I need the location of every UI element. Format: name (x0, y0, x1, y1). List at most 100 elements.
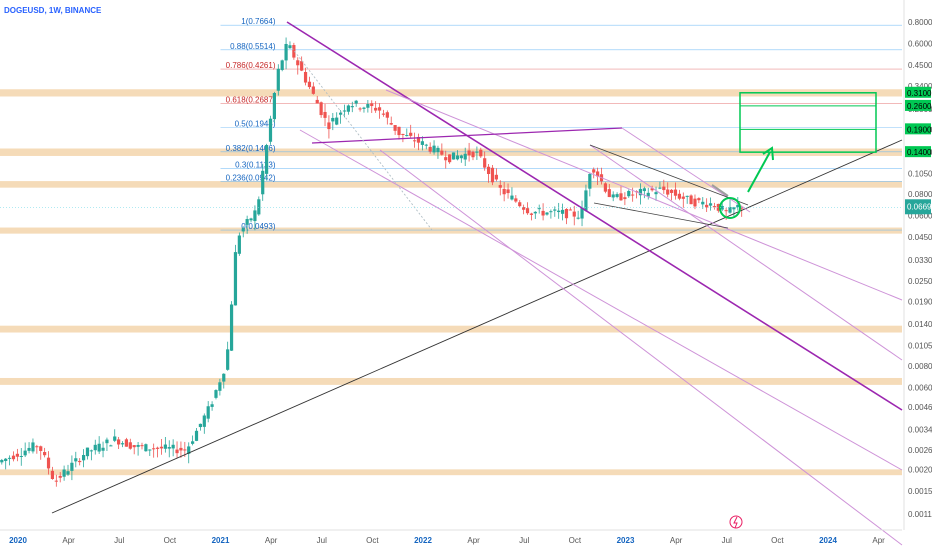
candle-body (615, 194, 619, 197)
candle-body (502, 188, 506, 195)
price-bubble[interactable] (905, 99, 931, 111)
wedge-upper[interactable] (589, 144, 749, 206)
symbol-title[interactable]: DOGEUSD, 1W, BINANCE (4, 6, 102, 15)
candle-body (412, 140, 417, 142)
x-tick-label: Apr (62, 536, 75, 545)
lightning-icon[interactable] (729, 515, 743, 529)
descending-channel-upper[interactable] (385, 89, 903, 301)
y-tick-label: 0.0060 (908, 383, 932, 392)
candle-body (409, 132, 413, 136)
candle-body (397, 126, 401, 136)
resistance-line[interactable] (311, 127, 623, 144)
candle-body (97, 443, 101, 452)
support-zone[interactable] (0, 89, 902, 97)
candle-body (642, 188, 646, 192)
candle-body (113, 436, 117, 441)
support-zone[interactable] (0, 469, 902, 476)
x-tick-label: Apr (265, 536, 278, 545)
breakout-circle[interactable] (719, 197, 741, 219)
x-tick-label: Jul (722, 536, 732, 545)
wedge-lower[interactable] (593, 202, 729, 229)
candle-body (78, 460, 82, 463)
fib-level-label: 0.5(0.1944) (235, 120, 276, 129)
candle-body (448, 154, 452, 163)
support-zone[interactable] (0, 377, 902, 385)
candle-body (451, 152, 456, 160)
candle-body (510, 195, 514, 200)
fib-retrace-line[interactable] (291, 47, 433, 231)
candle-body (654, 192, 658, 195)
candle-body (31, 442, 35, 452)
candle-body (331, 117, 335, 122)
candle-body (206, 406, 210, 419)
y-tick-label: 0.0330 (908, 256, 932, 265)
candle-body (171, 444, 175, 449)
candle-body (736, 204, 740, 208)
candle-body (557, 210, 561, 213)
candles[interactable] (0, 37, 744, 487)
candle-body (666, 189, 670, 195)
target-box[interactable] (739, 92, 877, 153)
y-tick-label: 0.0105 (908, 342, 932, 351)
candle-body (483, 158, 487, 168)
y-tick-label: 0.0046 (908, 403, 932, 412)
descending-channel-inner[interactable] (589, 144, 903, 361)
candle-body (619, 193, 623, 201)
candle-body (4, 458, 8, 462)
candle-body (720, 205, 724, 210)
candle-body (728, 207, 732, 213)
fib-level-label: 0.236(0.0942) (226, 174, 276, 183)
candle-body (140, 445, 144, 447)
candle-body (265, 145, 269, 174)
candle-body (288, 45, 292, 49)
candle-body (62, 469, 66, 477)
candle-body (233, 252, 238, 306)
price-bubble[interactable] (905, 146, 931, 158)
candle-body (257, 199, 261, 215)
candle-body (592, 169, 596, 173)
candle-body (541, 210, 545, 216)
x-tick-label: Apr (872, 536, 885, 545)
ascending-trendline[interactable] (51, 139, 903, 514)
candle-body (362, 107, 366, 109)
candle-body (167, 447, 171, 449)
descending-channel-main[interactable] (286, 21, 903, 411)
candle-body (564, 208, 569, 219)
candle-body (518, 202, 522, 207)
price-bubble[interactable] (905, 86, 931, 98)
price-bubble[interactable] (905, 123, 931, 135)
candle-body (374, 107, 378, 111)
support-zone[interactable] (0, 148, 902, 156)
candle-body (533, 211, 537, 214)
candle-body (354, 100, 358, 104)
candle-body (85, 447, 90, 457)
y-tick-label: 0.0140 (908, 320, 932, 329)
candle-body (296, 60, 300, 66)
descending-channel-lower[interactable] (299, 129, 903, 471)
x-tick-label: Jul (317, 536, 327, 545)
current-price-tag[interactable] (905, 199, 931, 215)
candle-body (494, 174, 498, 180)
resistance-drop[interactable] (621, 127, 751, 213)
x-tick-label: Oct (366, 536, 379, 545)
support-zone[interactable] (0, 325, 902, 333)
target-arrow[interactable] (747, 151, 771, 193)
candle-body (358, 108, 362, 110)
candle-body (673, 189, 678, 196)
candle-body (689, 195, 693, 205)
fib-level-label: 0.88(0.5514) (230, 42, 276, 51)
support-zone[interactable] (0, 181, 902, 188)
y-tick-label: 0.0450 (908, 233, 932, 242)
candle-body (525, 208, 530, 214)
candle-body (152, 448, 156, 450)
candle-body (202, 415, 206, 427)
descending-channel-lower2[interactable] (379, 149, 903, 546)
y-tick-label: 0.1050 (908, 170, 932, 179)
candle-body (420, 141, 424, 145)
candle-body (241, 228, 245, 232)
candle-body (214, 390, 218, 398)
candle-body (222, 373, 226, 382)
candle-body (479, 149, 483, 157)
support-zone[interactable] (0, 227, 902, 234)
